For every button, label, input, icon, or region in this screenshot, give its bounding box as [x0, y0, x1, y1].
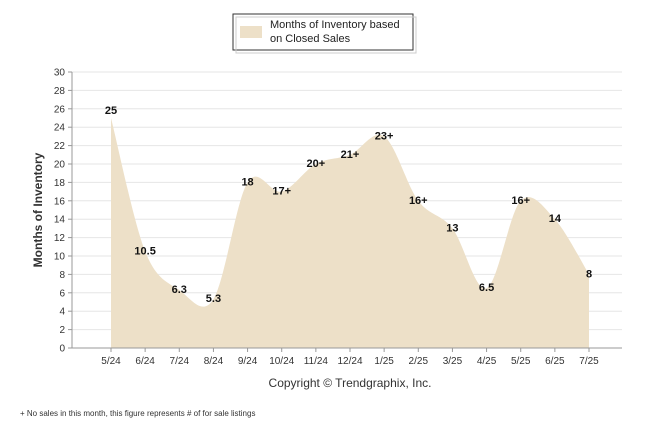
data-label: 6.3 [172, 284, 187, 296]
x-tick-label: 7/25 [579, 356, 599, 367]
y-tick-label: 30 [54, 68, 66, 79]
data-label: 14 [549, 213, 562, 225]
series-area [111, 118, 589, 348]
data-label: 20+ [307, 158, 326, 170]
x-tick-label: 6/25 [545, 356, 565, 367]
y-axis-title: Months of Inventory [31, 152, 45, 267]
y-tick-label: 14 [54, 215, 66, 226]
y-tick-label: 24 [54, 123, 66, 134]
data-label: 21+ [341, 149, 360, 161]
legend-shadow [235, 16, 417, 54]
data-label: 10.5 [134, 245, 155, 257]
x-tick-label: 5/25 [511, 356, 531, 367]
x-tick-label: 1/25 [374, 356, 394, 367]
y-tick-label: 12 [54, 233, 66, 244]
x-tick-label: 7/24 [170, 356, 190, 367]
x-tick-label: 8/24 [204, 356, 224, 367]
data-labels: 25 10.5 6.3 5.3 18 17+ 20+ 21+ 23+ 16+ 13 6.5 16+ 14 8 [105, 105, 592, 305]
footnote-text: + No sales in this month, this figure re… [20, 409, 255, 418]
x-tick-label: 12/24 [337, 356, 362, 367]
y-tick-label: 6 [59, 288, 65, 299]
x-tick-label: 4/25 [477, 356, 497, 367]
x-axis: 5/24 6/24 7/24 8/24 9/24 10/24 11/24 12/24 1/25 2… [72, 347, 622, 367]
y-tick-label: 20 [54, 160, 66, 171]
y-tick-label: 4 [59, 307, 65, 318]
x-tick-label: 3/25 [443, 356, 463, 367]
y-tick-label: 16 [54, 196, 66, 207]
x-tick-label: 9/24 [238, 356, 258, 367]
data-label: 16+ [511, 195, 530, 207]
x-tick-label: 10/24 [269, 356, 294, 367]
data-label: 25 [105, 105, 117, 117]
y-tick-label: 22 [54, 141, 66, 152]
data-label: 13 [446, 222, 458, 234]
data-label: 5.3 [206, 293, 221, 305]
y-tick-label: 28 [54, 86, 66, 97]
data-label: 18 [241, 176, 253, 188]
x-tick-label: 2/25 [409, 356, 429, 367]
y-tick-label: 2 [59, 325, 65, 336]
data-label: 6.5 [479, 282, 494, 294]
legend-box [232, 13, 414, 51]
data-label: 23+ [375, 130, 394, 142]
legend-swatch [240, 26, 262, 38]
legend-text-line2: on Closed Sales [270, 33, 351, 45]
copyright-text: Copyright © Trendgraphix, Inc. [269, 376, 432, 390]
y-tick-label: 10 [54, 252, 66, 263]
data-label: 17+ [272, 186, 291, 198]
x-tick-label: 11/24 [304, 356, 329, 367]
legend-text-line1: Months of Inventory based [270, 19, 400, 31]
y-tick-label: 8 [59, 270, 65, 281]
data-label: 16+ [409, 195, 428, 207]
data-label: 8 [586, 268, 592, 280]
y-tick-label: 26 [54, 104, 66, 115]
y-tick-label: 18 [54, 178, 66, 189]
x-tick-label: 6/24 [135, 356, 155, 367]
x-tick-label: 5/24 [101, 356, 121, 367]
y-tick-label: 0 [59, 344, 65, 355]
legend: Months of Inventory based on Closed Sale… [232, 13, 417, 54]
